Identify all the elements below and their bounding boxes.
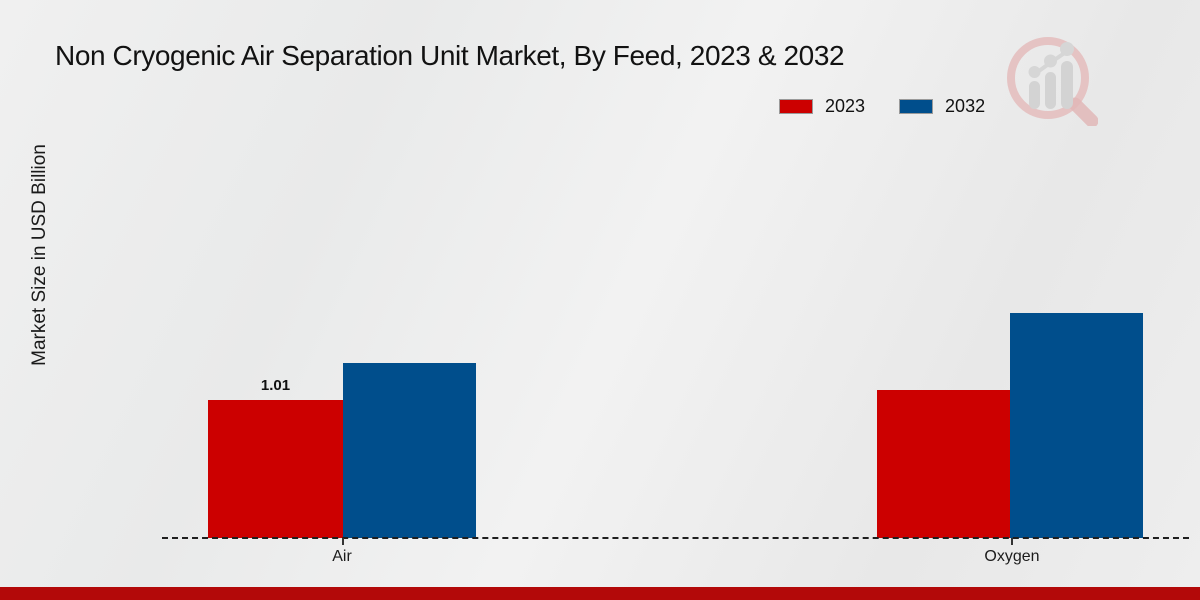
x-axis-tick-air [342, 538, 344, 545]
category-label-air: Air [332, 548, 352, 565]
legend: 2023 2032 [779, 96, 985, 117]
mrfr-watermark-logo [1007, 37, 1098, 126]
category-label-oxygen: Oxygen [984, 548, 1040, 565]
legend-item-2023[interactable]: 2023 [779, 96, 865, 117]
chart-title: Non Cryogenic Air Separation Unit Market… [55, 40, 845, 71]
x-axis-tick-oxygen [1011, 538, 1013, 545]
footer-accent-bar [0, 587, 1200, 600]
x-axis-baseline [162, 537, 1189, 539]
bar-value-label: 1.01 [260, 377, 291, 394]
bar-air-2032[interactable] [343, 363, 476, 538]
legend-swatch-2032 [899, 99, 934, 114]
bar-oxygen-2032[interactable] [1010, 313, 1143, 538]
legend-label-2023: 2023 [825, 96, 866, 116]
legend-label-2032: 2032 [945, 96, 986, 116]
bar-oxygen-2023[interactable] [877, 390, 1010, 538]
legend-item-2032[interactable]: 2032 [899, 96, 985, 117]
legend-swatch-2023 [779, 99, 813, 114]
bar-air-2023[interactable]: 1.01 [208, 377, 343, 538]
